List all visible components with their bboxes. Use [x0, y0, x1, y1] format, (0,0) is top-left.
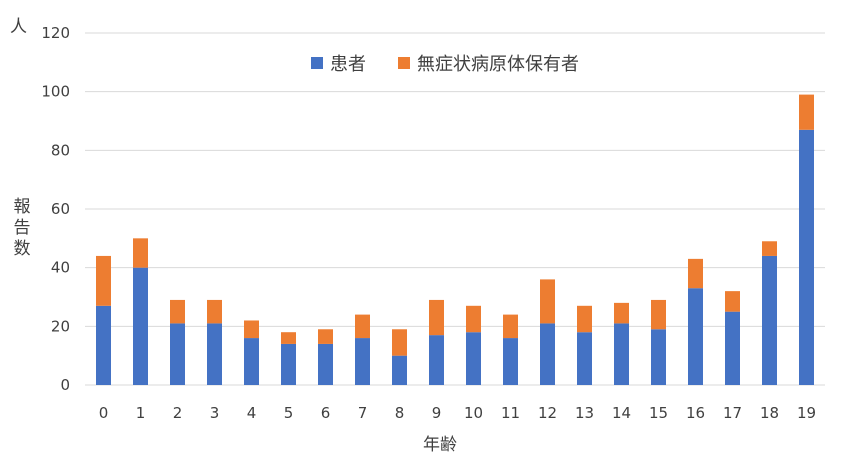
gridlines [85, 32, 825, 386]
x-tick-label: 13 [575, 404, 594, 422]
bar-segment [392, 329, 407, 356]
bar-segment [392, 355, 407, 385]
x-axis-title: 年齢 [423, 435, 457, 455]
y-axis-title-char: 数 [14, 239, 31, 259]
bar-segment [614, 302, 629, 324]
bar-segment [281, 343, 296, 385]
x-tick-label: 1 [136, 404, 146, 422]
y-tick-label: 0 [60, 376, 70, 394]
x-tick-label: 14 [612, 404, 631, 422]
x-tick-label: 7 [358, 404, 368, 422]
y-axis-title: 報告数 [14, 197, 31, 259]
bar-segment [651, 329, 666, 385]
x-tick-label: 11 [501, 404, 520, 422]
x-tick-label: 9 [432, 404, 442, 422]
bar-segment [133, 238, 148, 268]
y-tick-label: 60 [51, 200, 70, 218]
x-tick-label: 10 [464, 404, 483, 422]
bar-segment [651, 299, 666, 330]
bars [96, 94, 814, 385]
bar-segment [725, 291, 740, 312]
legend-swatch [398, 57, 410, 69]
x-tick-label: 5 [284, 404, 294, 422]
bar-segment [318, 343, 333, 385]
bar-segment [466, 305, 481, 333]
y-tick-label: 80 [51, 141, 70, 159]
bar-segment [244, 338, 259, 385]
y-axis-ticks: 0 20 40 60 80 100 120 [41, 24, 70, 394]
x-tick-label: 19 [797, 404, 816, 422]
bar-segment [577, 332, 592, 385]
bar-segment [244, 320, 259, 339]
bar-segment [762, 255, 777, 385]
bar-segment [466, 332, 481, 385]
bar-segment [540, 323, 555, 385]
bar-segment [429, 299, 444, 336]
x-tick-label: 15 [649, 404, 668, 422]
x-tick-label: 4 [247, 404, 257, 422]
legend-label: 無症状病原体保有者 [417, 54, 579, 75]
x-tick-label: 8 [395, 404, 405, 422]
x-tick-label: 6 [321, 404, 331, 422]
y-tick-label: 40 [51, 259, 70, 277]
bar-segment [170, 299, 185, 324]
bar-segment [725, 311, 740, 385]
x-tick-label: 3 [210, 404, 220, 422]
bar-segment [318, 329, 333, 344]
y-tick-label: 120 [41, 24, 70, 42]
x-tick-label: 17 [723, 404, 742, 422]
bar-segment [688, 258, 703, 289]
bar-segment [614, 323, 629, 385]
x-axis-ticks: 0 1 2 3 4 5 6 7 8 9 10 11 12 13 14 15 16 17 18 19 [99, 404, 816, 422]
bar-segment [503, 314, 518, 339]
bar-segment [762, 241, 777, 256]
x-tick-label: 12 [538, 404, 557, 422]
legend-swatch [311, 57, 323, 69]
bar-segment [281, 332, 296, 344]
bar-segment [355, 338, 370, 385]
x-tick-label: 16 [686, 404, 705, 422]
y-tick-label: 100 [41, 83, 70, 101]
bar-segment [540, 279, 555, 324]
x-tick-label: 0 [99, 404, 109, 422]
bar-segment [170, 323, 185, 385]
bar-segment [503, 338, 518, 385]
bar-segment [577, 305, 592, 333]
bar-segment [799, 129, 814, 385]
y-unit-label: 人 [10, 17, 27, 37]
x-tick-label: 2 [173, 404, 183, 422]
legend-label: 患者 [330, 54, 366, 75]
x-tick-label: 18 [760, 404, 779, 422]
bar-segment [96, 255, 111, 306]
legend: 患者 無症状病原体保有者 [311, 54, 579, 75]
y-axis-title-char: 告 [14, 218, 31, 238]
bar-segment [207, 299, 222, 324]
y-tick-label: 20 [51, 317, 70, 335]
bar-segment [355, 314, 370, 339]
bar-segment [688, 288, 703, 385]
bar-segment [133, 267, 148, 385]
bar-segment [96, 305, 111, 385]
bar-segment [799, 94, 814, 130]
bar-segment [429, 335, 444, 385]
y-axis-title-char: 報 [14, 197, 31, 217]
bar-segment [207, 323, 222, 385]
